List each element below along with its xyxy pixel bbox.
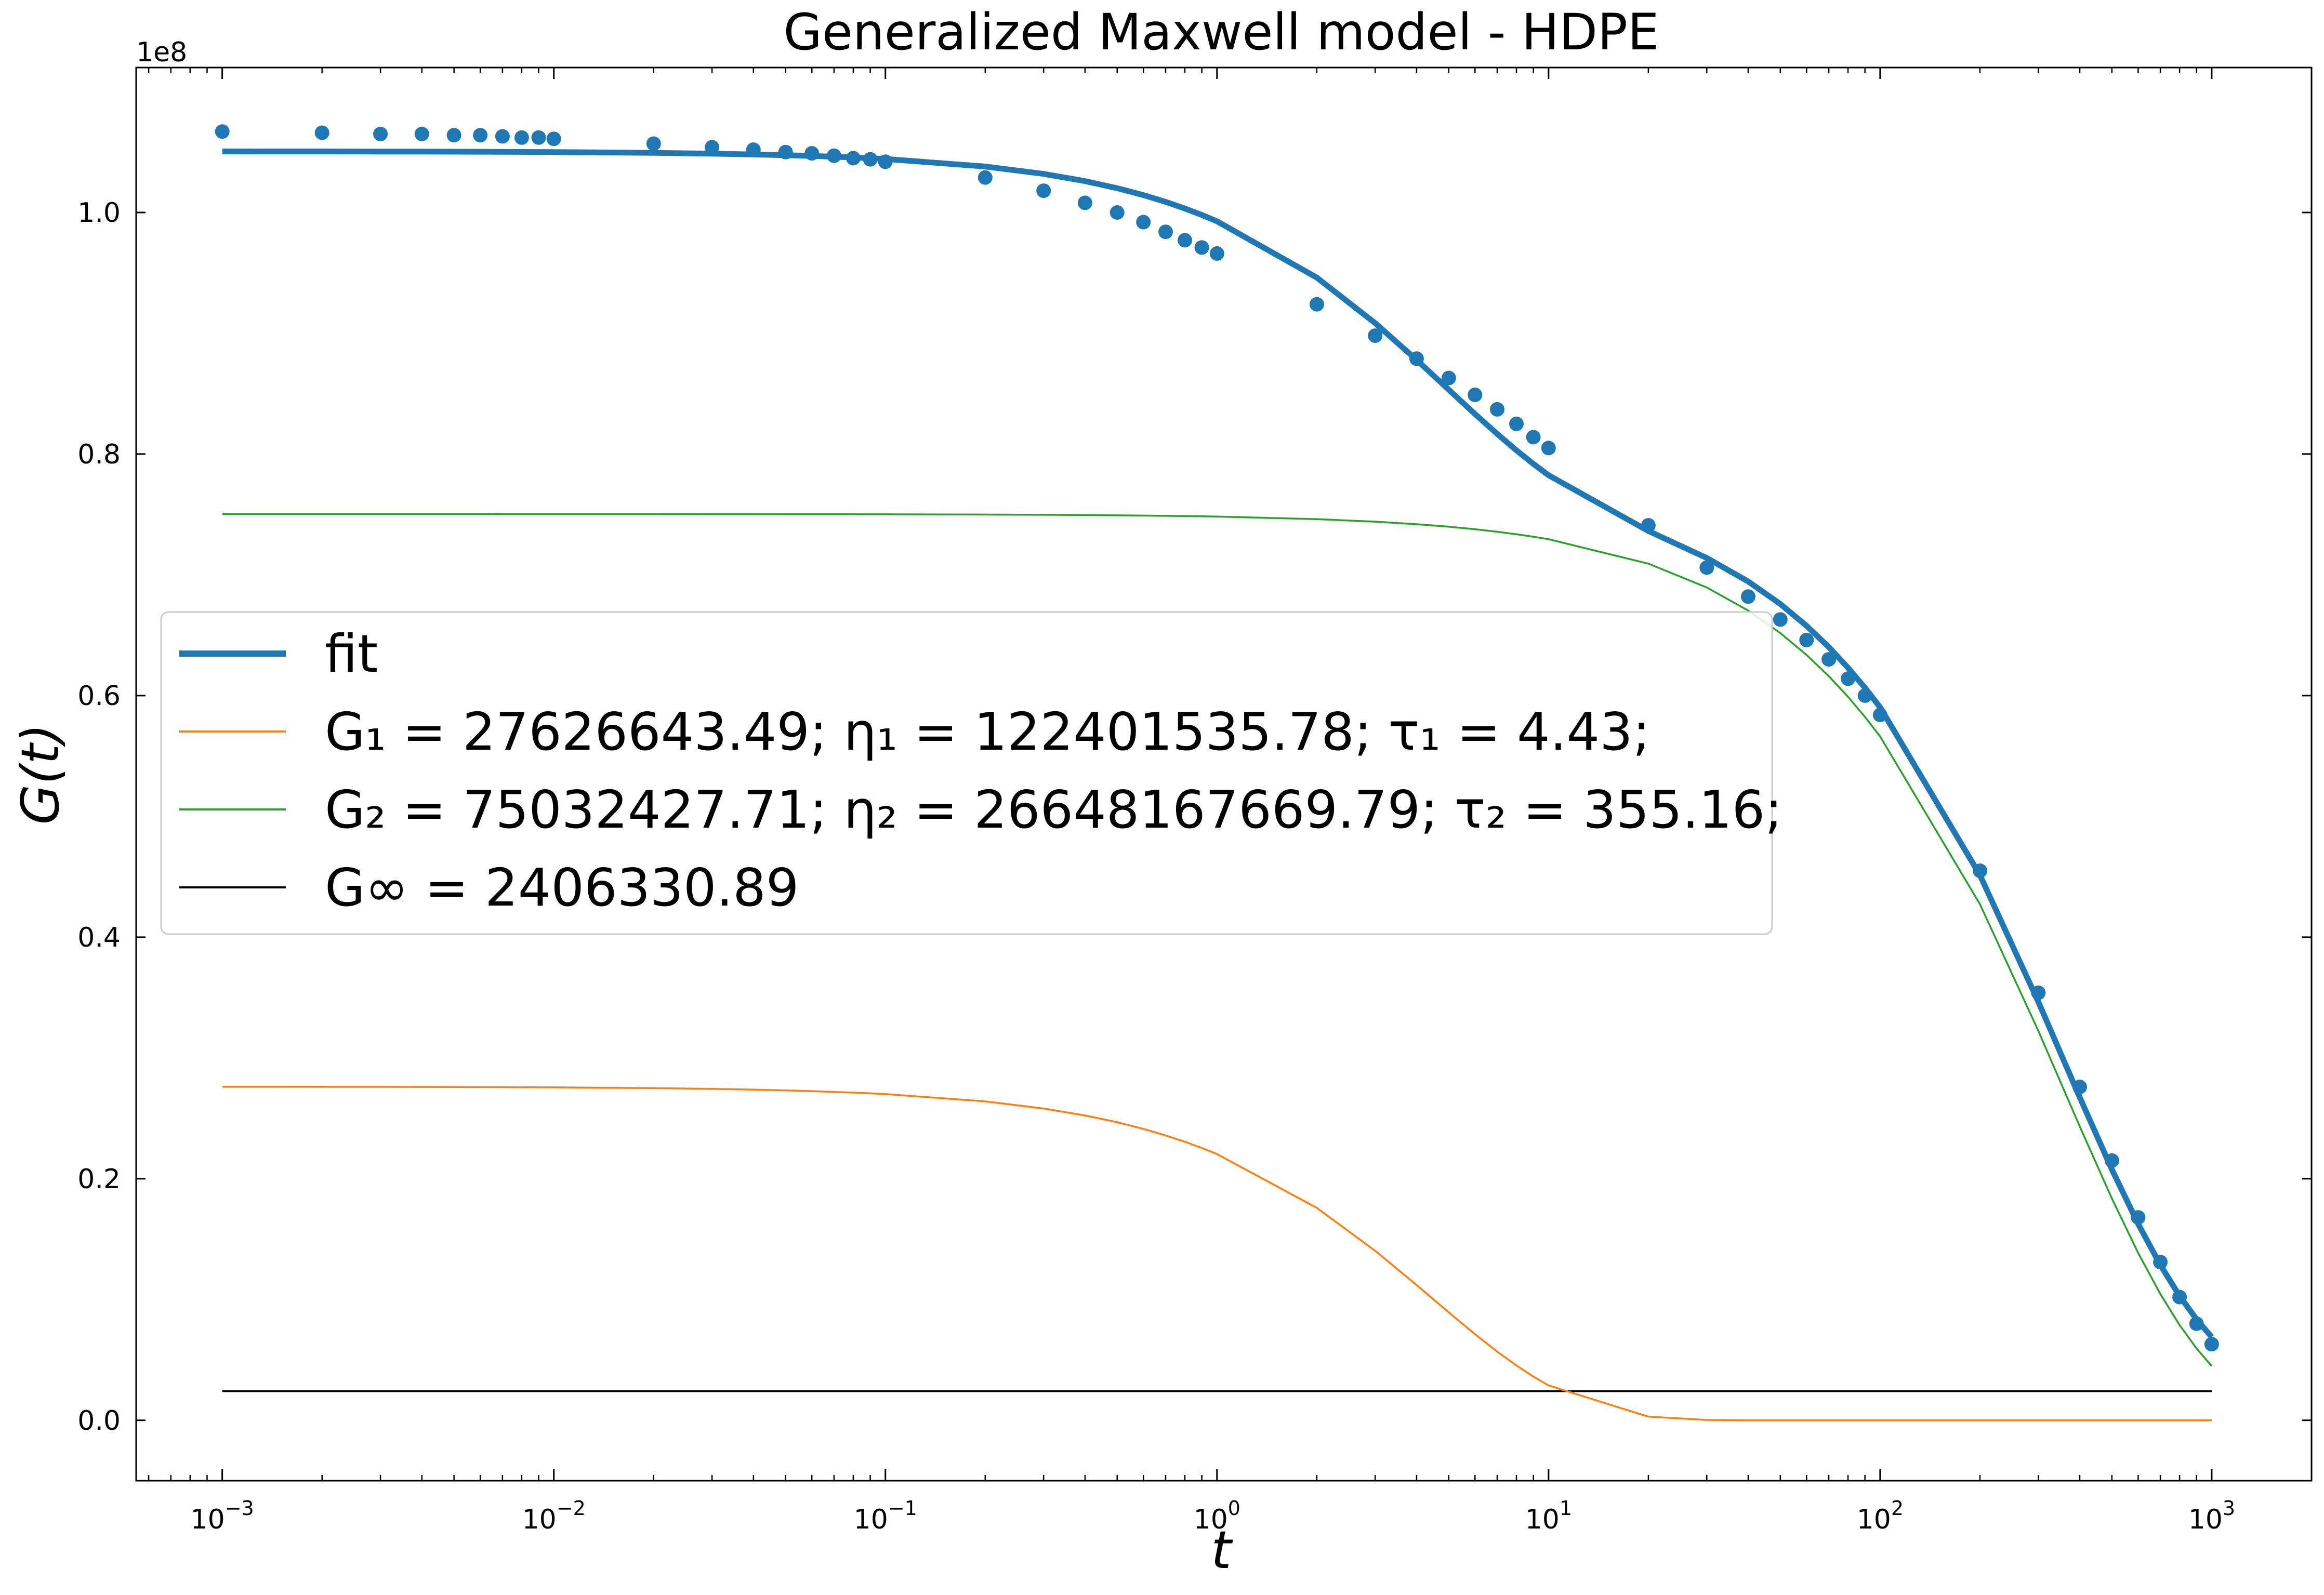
data-point: [826, 148, 841, 163]
data-point: [846, 151, 861, 166]
y-tick-label: 0.6: [77, 681, 121, 712]
data-point: [495, 129, 510, 144]
data-point: [863, 152, 878, 167]
data-point: [2189, 1316, 2204, 1331]
y-tick-label: 0.2: [77, 1164, 121, 1195]
data-point: [2072, 1080, 2087, 1095]
data-point: [1841, 671, 1856, 686]
legend: fit G₁ = 27626643.49; η₁ = 122401535.78;…: [160, 611, 1782, 935]
measured-points: [215, 124, 2219, 1352]
data-point: [546, 131, 561, 147]
series-line-g1: [222, 1085, 2212, 1421]
y-tick-label: 0.4: [77, 922, 121, 953]
data-point: [1441, 370, 1456, 386]
data-point: [778, 144, 793, 160]
axis-ticks: 0.0 0.2 0.4 0.6 0.8 1.0 10−3 10−2 10−1 100 101 102 1…: [77, 68, 2313, 1535]
plot-frame: [135, 67, 2313, 1482]
x-tick-label: 10−2: [522, 1497, 586, 1535]
chart-title: Generalized Maxwell model - HDPE: [783, 3, 1659, 61]
data-point: [531, 130, 546, 145]
data-point: [2153, 1255, 2168, 1270]
x-tick-label: 10−1: [854, 1497, 917, 1535]
data-point: [473, 128, 488, 143]
x-tick-label: 100: [1194, 1497, 1240, 1535]
x-axis-label: t: [1211, 1520, 1233, 1580]
data-point: [2104, 1153, 2119, 1168]
data-point: [1036, 183, 1051, 198]
legend-label-fit: fit: [325, 623, 378, 684]
data-point: [1409, 351, 1424, 366]
data-point: [1641, 518, 1656, 533]
data-point: [2172, 1290, 2187, 1305]
data-point: [1158, 224, 1173, 240]
data-point: [1541, 441, 1556, 456]
data-point: [215, 124, 230, 139]
y-axis-offset-label: 1e8: [136, 37, 187, 68]
data-point: [1110, 205, 1125, 220]
data-point: [878, 154, 893, 169]
data-point: [1209, 246, 1224, 261]
data-point: [314, 125, 329, 140]
data-point: [804, 146, 820, 161]
data-point: [1468, 388, 1483, 402]
data-point: [1821, 652, 1837, 667]
data-point: [1194, 240, 1209, 255]
data-point: [2031, 985, 2046, 1000]
data-point: [746, 142, 761, 157]
x-tick-label: 103: [2188, 1497, 2235, 1535]
data-point: [1799, 632, 1814, 647]
legend-label-ginf: G∞ = 2406330.89: [325, 857, 799, 918]
y-axis-label: G(t): [10, 724, 71, 825]
data-point: [978, 170, 993, 185]
data-point: [1490, 402, 1504, 417]
data-point: [446, 128, 461, 143]
data-point: [1509, 416, 1524, 431]
x-tick-label: 101: [1525, 1497, 1572, 1535]
data-point: [2204, 1337, 2219, 1352]
data-point: [373, 126, 388, 141]
x-tick-label: 102: [1857, 1497, 1904, 1535]
data-point: [646, 136, 661, 151]
data-point: [1136, 215, 1151, 230]
data-point: [1368, 328, 1383, 343]
data-point: [414, 126, 429, 141]
data-point: [1699, 560, 1714, 575]
legend-label-g2: G₂ = 75032427.71; η₂ = 26648167669.79; τ…: [325, 779, 1782, 840]
data-point: [1309, 297, 1324, 312]
y-tick-label: 1.0: [77, 197, 121, 229]
series-layer: [222, 148, 2214, 1421]
y-tick-label: 0.0: [77, 1405, 121, 1437]
series-line-g2: [222, 513, 2213, 1367]
data-point: [2131, 1210, 2146, 1225]
data-point: [1178, 233, 1192, 248]
x-tick-label: 10−3: [191, 1497, 254, 1535]
legend-box: [160, 611, 1773, 935]
legend-label-g1: G₁ = 27626643.49; η₁ = 122401535.78; τ₁ …: [325, 701, 1650, 762]
data-point: [1872, 708, 1887, 723]
data-point: [705, 140, 720, 155]
data-point: [514, 130, 529, 145]
data-point: [1741, 589, 1755, 604]
data-point: [1973, 863, 1987, 878]
data-point: [1077, 195, 1092, 210]
y-tick-label: 0.8: [77, 439, 121, 470]
data-point: [1773, 612, 1788, 627]
data-point: [1857, 688, 1872, 703]
series-line-fit: [222, 148, 2214, 1339]
data-point: [1526, 430, 1541, 445]
